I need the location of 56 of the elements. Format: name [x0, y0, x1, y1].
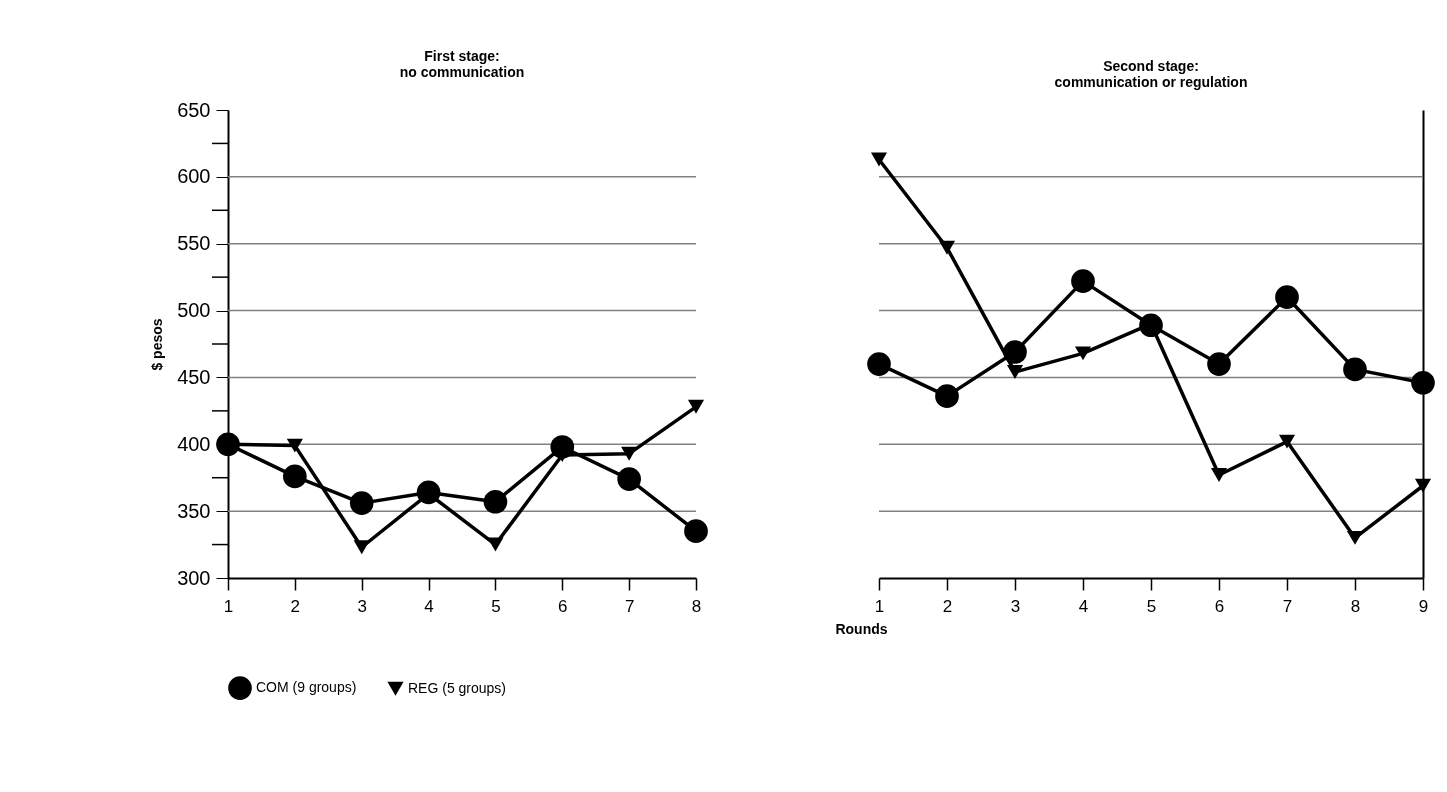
x-tick-label: 9 [1418, 596, 1429, 616]
point [1074, 346, 1092, 361]
x-axis-title: Rounds [835, 620, 888, 637]
point [684, 519, 708, 544]
y-tick-label: 650 [177, 98, 211, 121]
point [1275, 285, 1299, 310]
point [1003, 340, 1027, 364]
point [1210, 468, 1228, 483]
x-tick-label: 7 [624, 596, 635, 616]
point [353, 540, 370, 555]
y-tick-label: 450 [177, 365, 211, 388]
x-tick-label: 8 [691, 596, 702, 616]
x-tick-label: 8 [1350, 596, 1361, 616]
point [487, 537, 504, 552]
x-tick-label: 6 [1214, 596, 1225, 616]
point [483, 489, 508, 514]
x-tick-label: 5 [1146, 596, 1157, 616]
point [283, 464, 307, 489]
x-tick-label: 3 [357, 596, 367, 616]
x-tick-label: 1 [223, 596, 234, 616]
point [870, 152, 888, 167]
y-tick-label: 300 [177, 566, 211, 589]
point [349, 491, 374, 515]
point [1071, 269, 1095, 293]
y-axis-title: $ pesos [149, 318, 166, 371]
x-tick-label: 1 [874, 596, 885, 616]
point [1414, 478, 1432, 493]
x-tick-label: 7 [1282, 596, 1293, 616]
point [1411, 370, 1435, 395]
point [617, 467, 641, 491]
y-tick-label: 550 [177, 232, 211, 255]
point [286, 438, 303, 453]
legend-label: REG (5 groups) [408, 679, 507, 696]
y-tick-label: 600 [177, 165, 211, 188]
x-tick-label: 2 [290, 596, 301, 616]
legend-label: COM (9 groups) [256, 679, 357, 696]
point [935, 384, 959, 408]
x-tick-label: 5 [491, 596, 501, 616]
y-tick-label: 350 [177, 499, 211, 522]
y-tick-label: 500 [177, 299, 211, 322]
point [621, 446, 638, 461]
point [1006, 365, 1024, 380]
point [1278, 434, 1296, 449]
x-tick-label: 2 [942, 596, 953, 616]
point [687, 399, 705, 414]
x-tick-label: 4 [424, 596, 434, 616]
point [1343, 357, 1367, 382]
x-tick-label: 3 [1010, 596, 1021, 616]
point [938, 240, 956, 255]
point [1207, 352, 1231, 376]
chart-title: First stage: no communication [399, 48, 525, 80]
x-tick-label: 4 [1078, 596, 1089, 616]
chart-title: Second stage: communication or regulation [1054, 58, 1248, 90]
y-tick-label: 400 [177, 432, 211, 455]
point [867, 352, 891, 376]
x-tick-label: 6 [558, 596, 568, 616]
